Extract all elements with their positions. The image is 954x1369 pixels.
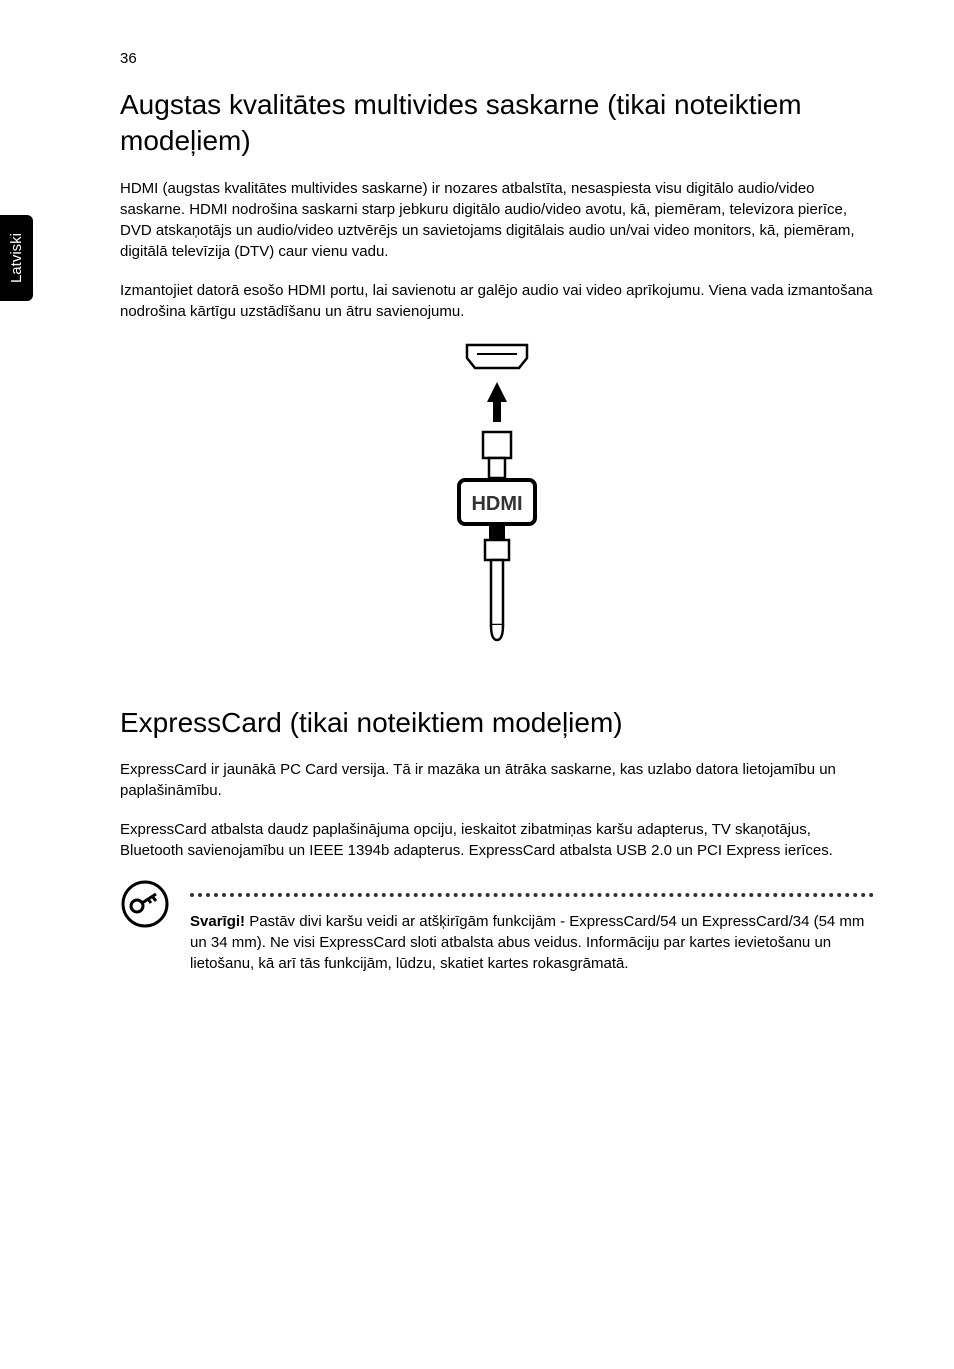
important-callout: Svarīgi! Pastāv divi karšu veidi ar atšķ… — [120, 879, 874, 992]
section1-heading: Augstas kvalitātes multivides saskarne (… — [120, 87, 874, 160]
callout-rest: Pastāv divi karšu veidi ar atšķirīgām fu… — [190, 913, 864, 972]
section1-para2: Izmantojiet datorā esošo HDMI portu, lai… — [120, 280, 874, 322]
hdmi-figure: HDMI — [120, 340, 874, 665]
callout-body: Svarīgi! Pastāv divi karšu veidi ar atšķ… — [190, 879, 874, 992]
section1-para1: HDMI (augstas kvalitātes multivides sask… — [120, 178, 874, 262]
hdmi-diagram: HDMI — [437, 340, 557, 660]
section2-heading: ExpressCard (tikai noteiktiem modeļiem) — [120, 705, 874, 741]
section2-para1: ExpressCard ir jaunākā PC Card versija. … — [120, 759, 874, 801]
callout-text: Svarīgi! Pastāv divi karšu veidi ar atšķ… — [190, 911, 874, 974]
page-number: 36 — [120, 50, 874, 67]
section2-para2: ExpressCard atbalsta daudz paplašinājuma… — [120, 819, 874, 861]
hdmi-label: HDMI — [471, 493, 522, 515]
page-container: 36 Latviski Augstas kvalitātes multivide… — [0, 0, 954, 1052]
key-icon — [120, 879, 170, 934]
language-tab: Latviski — [0, 215, 33, 301]
callout-bold: Svarīgi! — [190, 913, 245, 930]
dotted-rule — [190, 893, 874, 897]
